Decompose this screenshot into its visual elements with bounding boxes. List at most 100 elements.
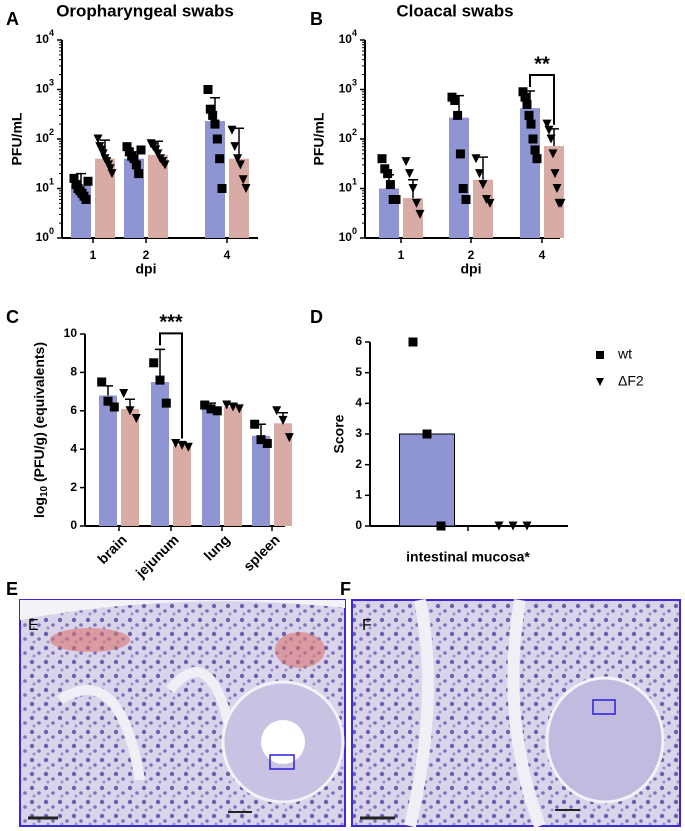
x-tick-label: 1 [398, 248, 405, 262]
x-tick-label: jejunum [132, 531, 182, 581]
data-point [98, 149, 108, 159]
error-bar [76, 172, 86, 185]
y-tick-exp: 1 [352, 177, 357, 187]
x-tick-label: 4 [539, 248, 546, 262]
data-point [520, 92, 530, 102]
data-point [129, 154, 139, 164]
data-point [471, 154, 481, 164]
data-point [494, 521, 504, 531]
y-axis-label-sub: 10 [39, 485, 50, 497]
data-point [408, 337, 418, 347]
y-tick-label: 4 [355, 396, 362, 410]
data-point [485, 198, 495, 208]
error-bar [478, 156, 488, 180]
data-point [119, 389, 129, 399]
data-point [256, 435, 266, 445]
data-point [453, 110, 463, 120]
y-tick-label: 5 [355, 365, 362, 379]
x-tick-label: spleen [240, 531, 283, 574]
x-tick-label: 1 [90, 248, 97, 262]
data-point [210, 119, 220, 129]
data-point [107, 169, 117, 179]
significance-bracket [159, 332, 183, 439]
data-point [160, 160, 170, 170]
data-point [134, 169, 144, 179]
y-axis-label-base: log [31, 497, 47, 518]
legend-marker [596, 378, 604, 386]
y-tick-label: 10 [64, 326, 78, 340]
y-tick-label: 103 [339, 78, 357, 96]
x-axis-label: dpi [461, 261, 482, 277]
bar [224, 406, 242, 526]
y-tick-label: 2 [70, 480, 77, 494]
y-tick-base: 10 [36, 181, 50, 195]
data-point [522, 99, 532, 109]
x-tick-label: brain [94, 531, 130, 567]
data-point [81, 194, 91, 204]
data-point [383, 169, 393, 179]
bar [148, 154, 168, 238]
bar [544, 146, 564, 238]
data-point [401, 157, 411, 167]
bar [124, 158, 144, 238]
data-point [422, 429, 432, 439]
data-point [518, 87, 528, 97]
data-point [206, 404, 216, 414]
y-tick-label: 3 [355, 426, 362, 440]
x-tick-label: 4 [224, 248, 231, 262]
data-point [103, 396, 113, 406]
data-point [391, 194, 401, 204]
y-tick-exp: 0 [49, 226, 54, 236]
data-point [93, 134, 103, 144]
y-tick-label: 102 [36, 127, 54, 145]
data-point [136, 145, 146, 155]
data-point [524, 110, 534, 120]
image-f [351, 598, 681, 829]
panel-label: E [6, 579, 18, 599]
bar [202, 408, 220, 526]
data-point [183, 442, 193, 452]
data-point [542, 119, 552, 129]
y-tick-base: 10 [36, 131, 50, 145]
data-point [125, 406, 135, 416]
data-point [458, 184, 468, 193]
y-tick-exp: 2 [49, 127, 54, 137]
data-point [234, 404, 244, 414]
bar [95, 158, 115, 238]
image-inner-label: E [28, 617, 39, 634]
data-point [544, 125, 554, 135]
data-point [200, 400, 210, 410]
data-point [412, 198, 421, 208]
data-point [415, 209, 425, 219]
data-point [475, 169, 484, 179]
data-point [208, 110, 218, 120]
y-tick-label: 2 [355, 457, 362, 471]
y-tick-base: 10 [339, 181, 353, 195]
bar [229, 158, 249, 238]
y-tick-base: 10 [339, 32, 353, 46]
y-tick-label: 6 [70, 403, 77, 417]
y-tick-label: 102 [339, 127, 357, 145]
data-point [122, 142, 132, 152]
data-point [131, 160, 141, 170]
y-tick-base: 10 [339, 131, 353, 145]
y-tick-exp: 3 [352, 78, 357, 88]
data-point [455, 149, 465, 159]
y-tick-label: 103 [36, 78, 54, 96]
x-tick-label: 2 [143, 248, 150, 262]
bar [173, 445, 191, 526]
data-point [436, 521, 446, 531]
data-point [478, 180, 488, 190]
data-point [522, 521, 532, 531]
y-tick-label: 100 [339, 226, 357, 244]
bar [205, 121, 225, 238]
data-point [203, 85, 213, 94]
data-point [215, 154, 225, 164]
data-point [212, 134, 222, 144]
y-tick-exp: 1 [49, 177, 54, 187]
data-point [380, 164, 390, 174]
data-point [227, 125, 237, 135]
data-point [461, 194, 471, 204]
data-point [205, 104, 215, 114]
y-tick-label: 101 [339, 177, 357, 195]
